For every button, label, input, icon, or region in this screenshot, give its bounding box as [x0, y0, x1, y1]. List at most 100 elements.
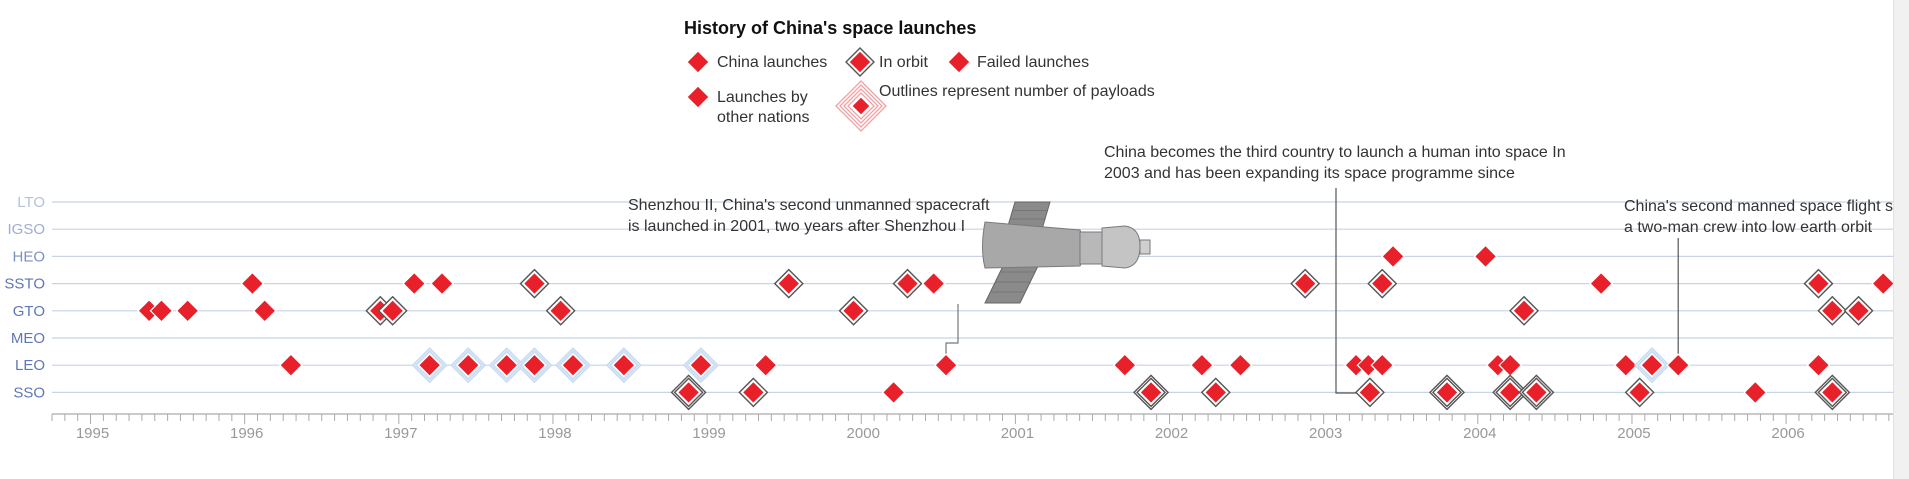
shenzhou-spacecraft-illustration — [982, 201, 1151, 304]
payload-halo — [491, 350, 522, 381]
legend-diamond — [851, 96, 871, 116]
payload-halo — [519, 350, 550, 381]
launch-diamond — [494, 353, 519, 378]
x-tick-label: 1997 — [384, 425, 417, 442]
launch-point-leo — [554, 347, 592, 384]
launch-point-leo — [682, 347, 719, 384]
launch-point-ssto — [1803, 268, 1834, 299]
launch-point-leo — [1112, 353, 1137, 378]
connector — [1079, 231, 1103, 265]
launch-point-heo — [1473, 244, 1498, 269]
legend-label-line: other nations — [717, 109, 810, 126]
launch-diamond — [895, 271, 920, 296]
annotation-line: is launched in 2001, two years after She… — [628, 218, 965, 235]
launch-diamond — [741, 380, 766, 405]
orbit-label-lto: LTO — [17, 194, 45, 211]
launch-diamond — [149, 298, 174, 323]
launch-diamond — [1524, 380, 1549, 405]
x-tick-label: 1996 — [230, 425, 263, 442]
launch-diamond — [848, 50, 872, 74]
launch-point-leo — [488, 347, 525, 384]
launch-diamond — [561, 353, 585, 378]
launch-diamond — [1806, 271, 1831, 296]
launch-diamond — [753, 353, 778, 378]
launch-point-sso — [1518, 374, 1555, 411]
legend-swatch — [835, 80, 887, 132]
launch-diamond — [1370, 353, 1395, 378]
launch-diamond — [279, 353, 303, 378]
orbit-label-ssto: SSTO — [4, 276, 45, 293]
annotation-1: China becomes the third country to launc… — [1104, 144, 1566, 182]
launch-points — [137, 244, 1894, 411]
launch-diamond — [841, 298, 866, 323]
x-tick-label: 2004 — [1463, 425, 1496, 442]
legend-item-failed: Failed launches — [947, 50, 1089, 74]
launch-point-ssto — [240, 271, 265, 296]
launch-diamond — [1293, 271, 1318, 296]
orbit-label-sso: SSO — [13, 384, 45, 401]
orbit-label-meo: MEO — [11, 330, 45, 347]
x-tick-label: 2002 — [1155, 425, 1188, 442]
annotation-line: 2003 and has been expanding its space pr… — [1104, 165, 1515, 182]
x-tick-label: 2000 — [847, 425, 880, 442]
launch-diamond — [1358, 380, 1382, 405]
launch-point-leo — [1228, 353, 1253, 378]
x-tick-label: 2003 — [1309, 425, 1342, 442]
legend-item-orbit: In orbit — [845, 47, 928, 77]
descent-module — [982, 221, 1086, 269]
launch-point-ssto — [1290, 268, 1321, 299]
launch-point-leo — [934, 353, 958, 378]
launch-point-leo — [1498, 353, 1523, 378]
launch-diamond — [240, 271, 265, 296]
launch-diamond — [676, 380, 701, 405]
launch-point-gto — [1843, 295, 1874, 326]
launch-point-leo — [450, 347, 487, 384]
legend-swatch — [947, 50, 971, 74]
launch-point-leo — [516, 347, 553, 384]
launch-point-sso — [1428, 374, 1465, 411]
launch-diamond — [175, 298, 200, 323]
launch-diamond — [947, 50, 971, 74]
launch-diamond — [934, 353, 958, 378]
launch-point-gto — [1509, 295, 1540, 326]
payload-halo — [1636, 350, 1668, 381]
launch-diamond — [417, 353, 442, 378]
annotation-0: Shenzhou II, China's second unmanned spa… — [628, 197, 990, 235]
vertical-scrollbar[interactable] — [1893, 0, 1909, 479]
launch-diamond — [776, 271, 801, 296]
annotation-line: Shenzhou II, China's second unmanned spa… — [628, 197, 990, 214]
launch-point-leo — [1806, 353, 1831, 378]
launch-point-leo — [1666, 353, 1691, 378]
launch-point-ssto — [892, 268, 923, 299]
launch-diamond — [689, 353, 713, 378]
legend-label-failed: Failed launches — [977, 54, 1089, 71]
x-axis: 1995 1996 1997 1998 1999 2000 2001 2002 2003 2004… — [51, 413, 1894, 442]
launch-point-sso — [738, 377, 769, 408]
launch-point-sso — [1624, 377, 1655, 408]
launch-point-ssto — [921, 271, 946, 296]
launch-point-ssto — [1871, 271, 1894, 296]
docking-port — [1139, 239, 1151, 255]
x-tick-label: 1998 — [538, 425, 571, 442]
launch-diamond — [881, 380, 906, 405]
launch-diamond — [1473, 244, 1498, 269]
launch-point-sso — [881, 380, 906, 405]
orbit-label-heo: HEO — [12, 248, 45, 265]
launch-diamond — [1498, 380, 1523, 405]
launch-point-heo — [1381, 244, 1405, 269]
launch-diamond — [1871, 271, 1894, 296]
launch-diamond — [1613, 353, 1638, 378]
launch-diamond — [252, 298, 277, 323]
launch-point-sso — [1200, 377, 1231, 408]
launch-point-gto — [545, 295, 576, 326]
launch-point-gto — [377, 295, 408, 326]
launch-point-ssto — [430, 271, 454, 296]
launch-point-ssto — [519, 268, 550, 299]
launch-point-ssto — [773, 268, 804, 299]
launch-diamond — [1498, 353, 1523, 378]
launch-diamond — [1512, 298, 1536, 323]
x-tick-label: 2006 — [1771, 425, 1804, 442]
spacecraft-body — [982, 201, 1151, 304]
x-tick-label: 1999 — [692, 425, 725, 442]
legend-label-china: China launches — [717, 54, 827, 71]
